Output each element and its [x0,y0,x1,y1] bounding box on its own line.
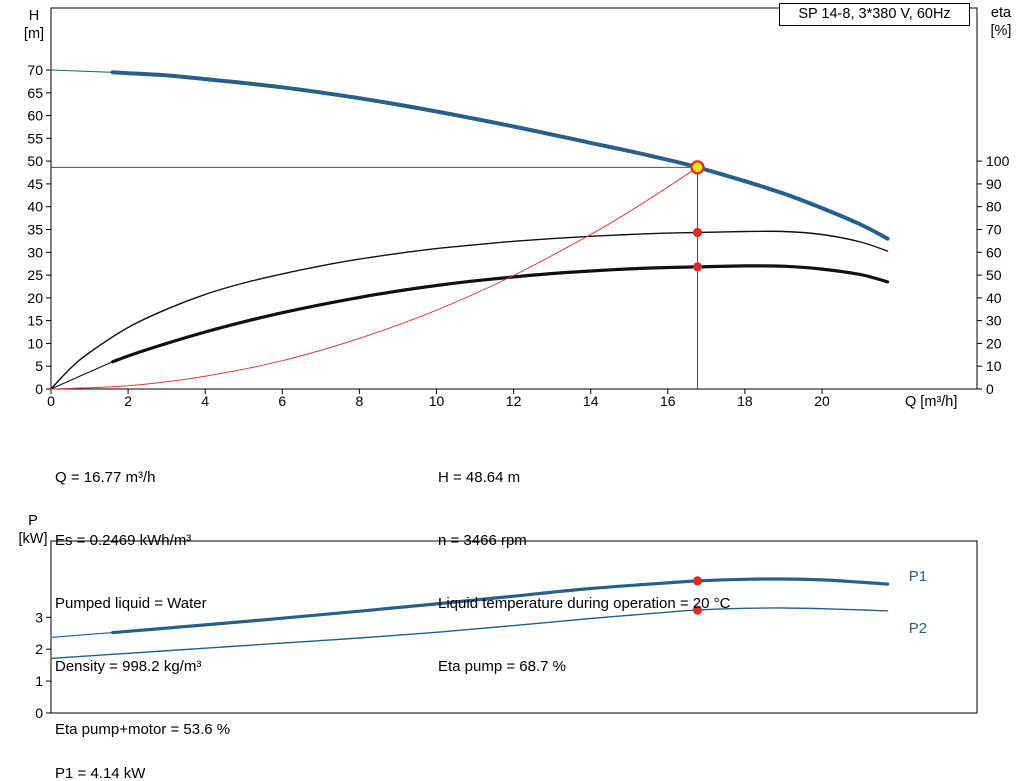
x-tick-label: 10 [429,393,445,409]
x-axis-label: Q [m³/h] [905,394,957,410]
y-left-tick-label: 3 [35,609,43,625]
eta-pump [50,230,889,390]
qh-eta-chart-frame [50,7,978,390]
p2-operating-dot [692,605,703,615]
duty-results-left-column: Q = 16.77 m³/h Es = 0.2469 kWh/m³ Pumped… [55,425,230,781]
y-left-tick-label: 15 [27,313,43,329]
head-value-line: H = 48.64 m [438,469,521,486]
y-right-tick-label: 70 [986,222,1002,238]
x-tick-label: 2 [124,393,132,409]
pump-model-label: SP 14-8, 3*380 V, 60Hz [779,3,970,26]
x-tick-label: 14 [583,393,599,409]
y-left-axis-label: H [29,8,39,24]
x-tick-label: 4 [201,393,209,409]
p1-curve-label: P1 [909,568,927,585]
y-right-tick-label: 20 [986,335,1002,351]
x-tick-label: 18 [737,393,753,409]
y-right-tick-label: 50 [986,267,1002,283]
p2-shaft-power [50,607,889,660]
eta-pump-motor-lead [50,361,114,390]
eta-pump-operating-dot [692,227,703,238]
y-right-tick-label: 40 [986,290,1002,306]
specific-energy-line: Es = 0.2469 kWh/m³ [55,532,192,549]
y-right-tick-label: 90 [986,176,1002,192]
qh-eta-chart: 0 2 4 6 8 10 12 14 16 18 20 0 5 10 15 20 25 30 35 40 45 50 55 6… [24,5,1012,410]
y-left-tick-label: 70 [27,62,43,78]
y-right-axis-label: [%] [991,23,1012,39]
affinity-curve-to-duty-point [50,166,698,390]
y-left-tick-label: 50 [27,153,43,169]
x-tick-label: 20 [814,393,830,409]
y-right-tick-label: 30 [986,313,1002,329]
y-left-tick-label: 2 [35,641,43,657]
x-tick-label: 0 [47,393,55,409]
p1-operating-dot [692,576,703,586]
speed-value-line: n = 3466 rpm [438,532,527,549]
pumped-liquid-line: Pumped liquid = Water [55,595,207,612]
p1-power-input-lead [50,632,114,638]
y-left-tick-label: 65 [27,85,43,101]
y-left-axis-label: [m] [24,26,44,42]
x-tick-label: 16 [660,393,676,409]
x-tick-label: 8 [356,393,364,409]
eta-pump-line: Eta pump = 68.7 % [438,658,566,675]
density-line: Density = 998.2 kg/m³ [55,658,202,675]
p1-power-input [111,577,890,635]
y-left-tick-label: 20 [27,290,43,306]
y-right-tick-label: 10 [986,358,1002,374]
y-left-axis-label: P [28,513,38,529]
y-left-tick-label: 0 [35,381,43,397]
y-left-tick-label: 10 [27,335,43,351]
y-left-tick-label: 0 [35,705,43,721]
y-left-tick-label: 5 [35,358,43,374]
duty-point-marker [690,160,705,175]
h-q-pump-curve-lead [50,69,114,73]
y-right-axis-label: eta [991,5,1012,21]
power-results-column: P1 = 4.14 kW P2 = 3.229 kW [55,721,154,781]
y-left-tick-label: 55 [27,130,43,146]
y-left-tick-label: 45 [27,176,43,192]
flow-value-line: Q = 16.77 m³/h [55,469,156,486]
y-left-tick-label: 60 [27,108,43,124]
h-q-pump-curve [110,70,890,241]
eta-pump-motor-line: Eta pump+motor = 53.6 % [55,721,231,738]
y-right-tick-label: 60 [986,244,1002,260]
y-left-tick-label: 35 [27,222,43,238]
eta-pump-motor-operating-dot [692,262,703,272]
p2-curve-label: P2 [909,620,927,637]
y-left-axis-label: [kW] [19,531,48,547]
power-chart: 0 1 2 3 P [kW] P1 P2 [19,513,978,721]
duty-results-right-column: H = 48.64 m n = 3466 rpm Liquid temperat… [438,425,730,719]
y-left-tick-label: 40 [27,199,43,215]
y-left-tick-label: 30 [27,244,43,260]
liquid-temperature-line: Liquid temperature during operation = 20… [438,595,731,612]
y-left-tick-label: 1 [35,673,43,689]
eta-pump-motor [111,264,890,364]
y-left-tick-label: 25 [27,267,43,283]
p1-value-line: P1 = 4.14 kW [55,765,146,781]
power-chart-frame [50,540,978,714]
y-right-tick-label: 100 [986,153,1010,169]
y-right-tick-label: 0 [986,381,994,397]
x-tick-label: 6 [278,393,286,409]
x-tick-label: 12 [506,393,522,409]
y-right-tick-label: 80 [986,199,1002,215]
